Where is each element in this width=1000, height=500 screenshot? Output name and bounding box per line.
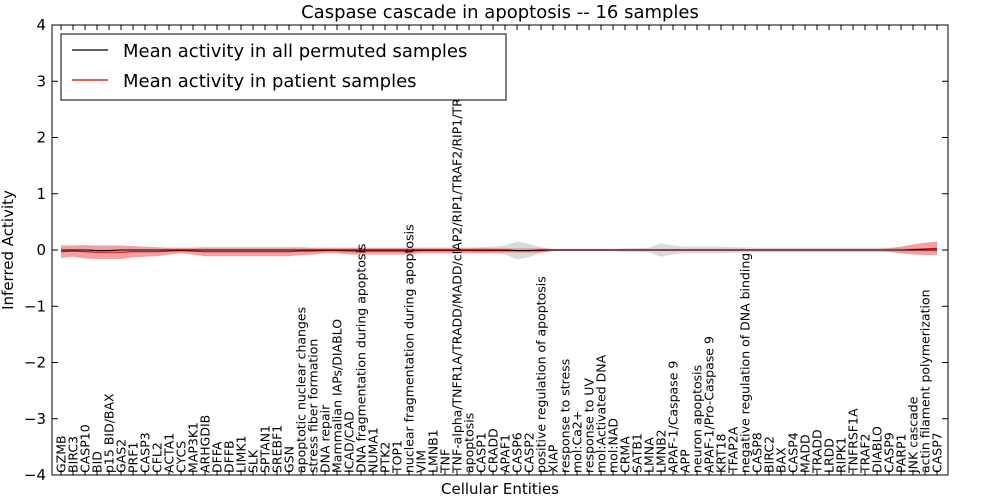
x-tick-label: APP	[678, 449, 693, 473]
x-tick-label: TFAP2A	[726, 426, 741, 474]
x-tick-label: APAF-1/Pro-Caspase 9	[702, 336, 717, 473]
x-tick-label: TNFRSF1A	[846, 408, 861, 474]
y-tick-label: 2	[36, 129, 46, 147]
x-tick-label: apoptotic nuclear changes	[294, 307, 309, 473]
y-tick-label: 0	[36, 241, 46, 259]
x-tick-label: TOP1	[390, 440, 405, 474]
x-tick-label: BAX	[774, 447, 789, 473]
x-tick-label: APAF1	[498, 434, 513, 473]
y-tick-label: 1	[36, 185, 46, 203]
x-tick-label: JNK cascade	[906, 396, 921, 474]
x-tick-label: APAF-1/Caspase 9	[666, 361, 681, 473]
x-tick-label: nuclear fragmentation during apoptosis	[402, 224, 417, 473]
x-tick-label: NUMA1	[366, 427, 381, 473]
x-tick-label: CASP1	[474, 432, 489, 473]
y-tick-label: −2	[24, 354, 46, 372]
x-tick-label: PARP1	[894, 434, 909, 473]
x-tick-label: SPTAN1	[258, 425, 273, 473]
line-permuted	[61, 249, 937, 252]
x-tick-label: LMNA	[642, 437, 657, 473]
x-tick-label: DNA repair	[318, 404, 333, 473]
x-tick-label: PTK2	[378, 442, 393, 473]
x-tick-label: LMNB2	[654, 429, 669, 473]
x-tick-label: negative regulation of DNA binding	[738, 253, 753, 473]
x-tick-label: SREBF1	[270, 425, 285, 473]
x-tick-label: ACTA1	[162, 433, 177, 473]
x-tick-label: ICAD/CAD	[342, 411, 357, 473]
x-tick-label: CASP3	[138, 432, 153, 473]
x-tick-label: CASP8	[750, 432, 765, 473]
x-tick-label: LMNB1	[426, 429, 441, 473]
y-axis-label: Inferred Activity	[0, 190, 17, 310]
chart-title: Caspase cascade in apoptosis -- 16 sampl…	[301, 2, 699, 23]
x-tick-label: GAS2	[114, 439, 129, 473]
y-tick-label: −3	[24, 410, 46, 428]
x-tick-label: RIPK1	[834, 437, 849, 473]
x-tick-label: LRDD	[822, 438, 837, 473]
x-tick-label: ARHGDIB	[198, 415, 213, 473]
series-lines	[60, 247, 938, 253]
x-tick-label: mol:Activated DNA	[594, 354, 609, 473]
x-tick-label: CASP7	[930, 432, 945, 473]
x-tick-label: SATB1	[630, 433, 645, 473]
x-tick-label: response to UV	[582, 378, 597, 473]
x-tick-label: LIMK1	[234, 435, 249, 473]
x-tick-label: BID	[90, 451, 105, 473]
x-tick-label: Mammalian IAPs/DIABLO	[330, 319, 345, 473]
x-tick-label: CASP10	[78, 424, 93, 473]
x-tick-label: CRADD	[486, 428, 501, 473]
x-tick-label: CASP4	[786, 432, 801, 473]
x-tick-label: KRT18	[714, 433, 729, 473]
x-tick-label: CYCS	[174, 441, 189, 473]
x-tick-label: CASP6	[510, 432, 525, 473]
y-tick-label: 3	[36, 72, 46, 90]
legend-box	[60, 33, 507, 101]
x-tick-label: neuron apoptosis	[690, 365, 705, 473]
x-tick-label: PRF1	[126, 442, 141, 473]
x-tick-label: CASP2	[522, 432, 537, 473]
x-tick-label: CRMA	[618, 436, 633, 473]
x-tick-label: SLK	[246, 449, 261, 473]
x-tick-label: DFFA	[210, 441, 225, 473]
legend-label-patient: Mean activity in patient samples	[123, 71, 417, 92]
x-tick-label: mol:Ca2+	[570, 411, 585, 473]
x-tick-label: stress fiber formation	[306, 339, 321, 473]
x-tick-label: BIRC2	[762, 436, 777, 473]
x-tick-label: MADD	[798, 434, 813, 473]
y-tick-label: −1	[24, 297, 46, 315]
x-tick-label: CASP9	[882, 432, 897, 473]
x-tick-label: VIM	[414, 450, 429, 473]
y-axis: −4 −3 −2 −1 0 1 2 3 4	[24, 16, 948, 484]
x-axis-label: Cellular Entities	[441, 480, 559, 498]
x-tick-label: DNA fragmentation during apoptosis	[354, 244, 369, 473]
x-tick-label: actin filament polymerization	[918, 289, 933, 473]
x-tick-label: TRADD	[810, 429, 825, 474]
x-tick-label: TNF-alpha/TNFR1A/TRADD/MADD/cIAP2/RIP1/T…	[450, 75, 465, 474]
x-tick-label: positive regulation of apoptosis	[534, 276, 549, 473]
x-tick-label: BIRC3	[66, 436, 81, 473]
x-tick-label: CFL2	[150, 442, 165, 473]
x-tick-label: mol:NAD	[606, 418, 621, 473]
y-tick-label: 4	[36, 16, 46, 34]
x-tick-label: GSN	[282, 446, 297, 473]
x-tick-label: DFFB	[222, 440, 237, 473]
y-tick-label: −4	[24, 466, 46, 484]
x-tick-label: apoptosis	[462, 413, 477, 473]
legend-label-permuted: Mean activity in all permuted samples	[123, 41, 467, 62]
x-tick-label: DIABLO	[870, 426, 885, 473]
x-tick-label: response to stress	[558, 359, 573, 473]
x-tick-label: p15 BID/BAX	[102, 393, 117, 473]
x-tick-label: TNF	[438, 449, 453, 474]
x-tick-label: TRAF2	[858, 433, 873, 474]
legend: Mean activity in all permuted samples Me…	[60, 33, 507, 101]
x-tick-label: GZMB	[54, 435, 69, 473]
x-tick-label: XIAP	[546, 444, 561, 473]
x-tick-label: MAP3K1	[186, 422, 201, 473]
